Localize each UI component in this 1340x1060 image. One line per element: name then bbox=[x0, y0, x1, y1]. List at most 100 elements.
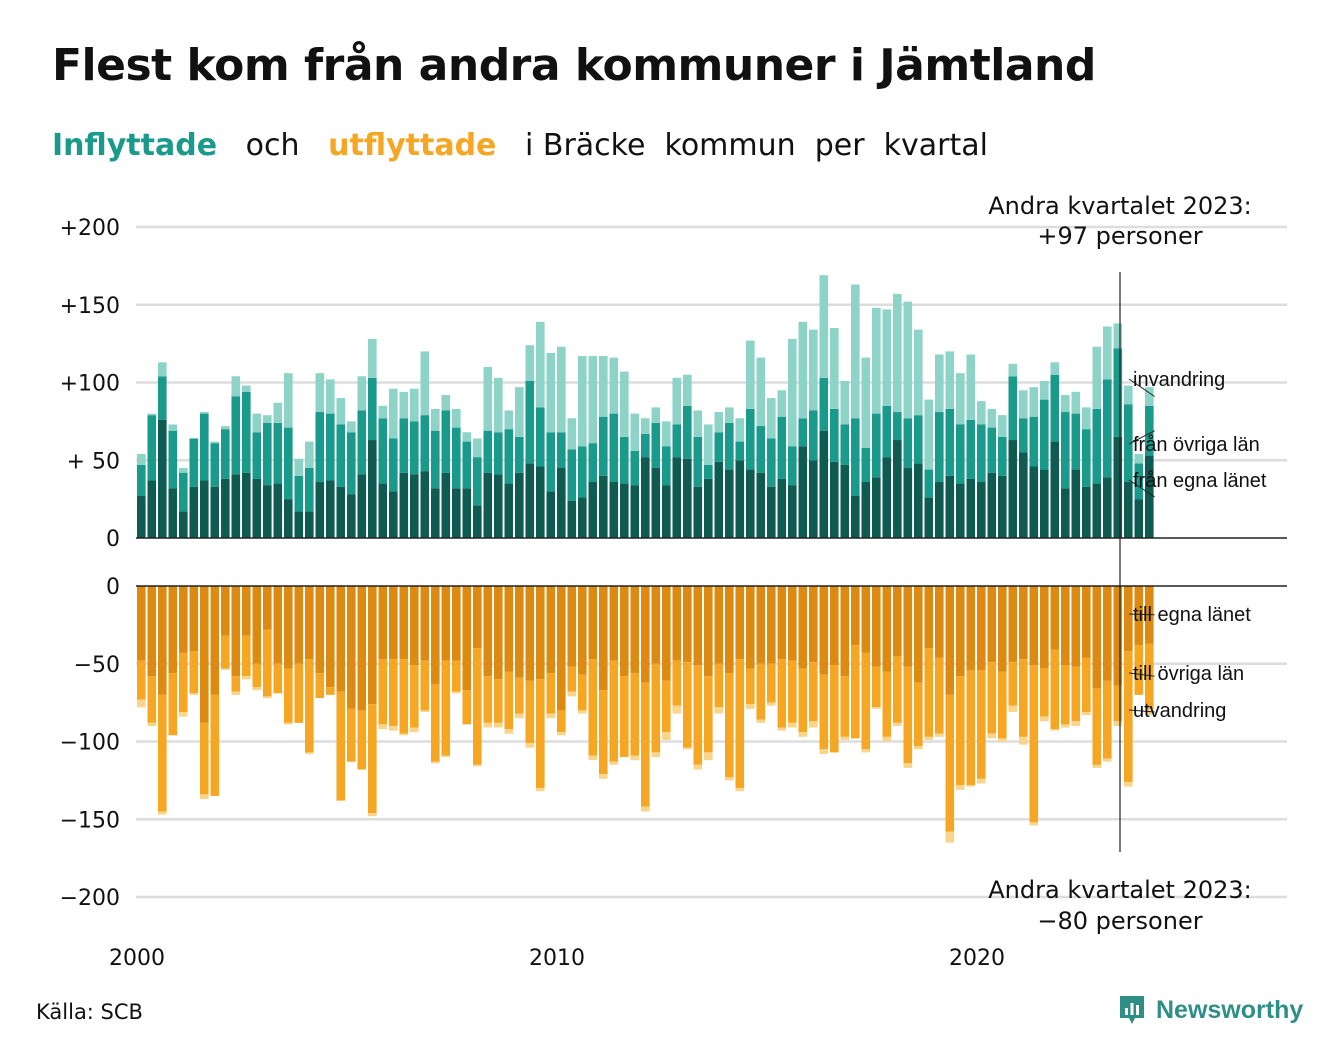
inflow-bar-segment bbox=[893, 293, 902, 413]
inflow-bar-segment bbox=[221, 426, 230, 430]
outflow-bar-segment bbox=[200, 722, 209, 795]
inflow-bar-segment bbox=[336, 424, 346, 487]
outflow-bar-segment bbox=[945, 694, 955, 832]
inflow-bar-segment bbox=[483, 472, 493, 538]
outflow-bar-segment bbox=[284, 668, 293, 723]
outflow-bar-segment bbox=[1008, 705, 1018, 712]
outflow-bar-segment bbox=[1071, 586, 1081, 667]
inflow-bar-segment bbox=[557, 346, 566, 433]
inflow-bar-segment bbox=[473, 505, 482, 538]
inflow-bar-segment bbox=[1103, 379, 1112, 478]
outflow-bar-segment bbox=[1061, 586, 1070, 666]
outflow-bar-segment bbox=[158, 811, 167, 815]
outflow-bar-segment bbox=[819, 749, 829, 754]
inflow-bar-segment bbox=[326, 413, 335, 481]
outflow-bar-segment bbox=[1124, 586, 1133, 652]
outflow-bar-segment bbox=[798, 668, 808, 733]
inflow-bar-segment bbox=[777, 390, 787, 417]
inflow-bar-segment bbox=[1134, 454, 1144, 464]
outflow-bar-segment bbox=[872, 586, 881, 667]
inflow-bar-segment bbox=[326, 480, 335, 538]
inflow-bar-segment bbox=[557, 468, 566, 538]
outflow-bar-segment bbox=[956, 676, 965, 786]
inflow-bar-segment bbox=[242, 472, 251, 538]
outflow-bar-segment bbox=[987, 586, 997, 663]
inflow-bar-segment bbox=[882, 309, 892, 406]
inflow-bar-segment bbox=[704, 424, 713, 465]
outflow-bar-segment bbox=[357, 586, 367, 711]
outflow-bar-segment bbox=[546, 673, 556, 714]
outflow-bar-segment bbox=[525, 586, 535, 681]
inflow-bar-segment bbox=[294, 475, 304, 512]
inflow-bar-segment bbox=[378, 405, 388, 419]
outflow-bar-segment bbox=[200, 586, 209, 723]
outflow-bar-segment bbox=[756, 719, 766, 723]
inflow-bar-segment bbox=[389, 388, 398, 439]
inflow-bar-segment bbox=[179, 468, 188, 473]
y-tick-label: +200 bbox=[60, 216, 120, 241]
inflow-bar-segment bbox=[158, 419, 167, 538]
inflow-bar-segment bbox=[609, 413, 619, 483]
inflow-bar-segment bbox=[788, 338, 797, 447]
outflow-bar-segment bbox=[284, 586, 293, 669]
outflow-bar-segment bbox=[609, 761, 619, 765]
inflow-bar-segment bbox=[777, 416, 787, 479]
y-tick-label: −200 bbox=[60, 886, 120, 911]
outflow-bar-segment bbox=[231, 586, 241, 677]
inflow-bar-segment bbox=[1050, 441, 1060, 538]
inflow-bar-segment bbox=[735, 441, 745, 461]
outflow-bar-segment bbox=[693, 586, 703, 666]
inflow-bar-segment bbox=[567, 418, 577, 450]
outflow-bar-segment bbox=[987, 662, 997, 734]
inflow-bar-segment bbox=[756, 357, 766, 427]
inflow-bar-segment bbox=[357, 376, 367, 411]
segment-label-in-0: från egna länet bbox=[1133, 470, 1267, 492]
outflow-bar-segment bbox=[452, 691, 461, 694]
outflow-bar-segment bbox=[735, 788, 745, 792]
inflow-bar-segment bbox=[651, 407, 661, 423]
inflow-bar-segment bbox=[1113, 348, 1123, 437]
outflow-bar-segment bbox=[1113, 685, 1123, 722]
inflow-bar-segment bbox=[368, 377, 377, 441]
inflow-bar-segment bbox=[1082, 486, 1091, 538]
inflow-bar-segment bbox=[378, 483, 388, 538]
inflow-bar-segment bbox=[840, 424, 850, 465]
outflow-bar-segment bbox=[494, 722, 503, 728]
inflow-bar-segment bbox=[840, 380, 850, 425]
inflow-bar-segment bbox=[956, 424, 965, 484]
inflow-bar-segment bbox=[1134, 463, 1144, 500]
outflow-bar-segment bbox=[809, 662, 818, 722]
inflow-bars bbox=[137, 275, 1154, 538]
inflow-bar-segment bbox=[924, 399, 934, 470]
outflow-bar-segment bbox=[746, 704, 755, 709]
y-tick-label: + 50 bbox=[67, 449, 120, 474]
outflow-bar-segment bbox=[504, 671, 514, 730]
inflow-bar-segment bbox=[903, 418, 913, 469]
outflow-bar-segment bbox=[662, 680, 671, 733]
inflow-bar-segment bbox=[851, 284, 860, 419]
inflow-bar-segment bbox=[620, 483, 629, 538]
inflow-bar-segment bbox=[714, 432, 724, 462]
inflow-bar-segment bbox=[263, 422, 272, 486]
outflow-bar-segment bbox=[1061, 665, 1070, 725]
outflow-bar-segment bbox=[347, 708, 356, 762]
outflow-bar-segment bbox=[473, 586, 482, 649]
inflow-bar-segment bbox=[1071, 469, 1081, 538]
inflow-bar-segment bbox=[903, 301, 913, 419]
outflow-bar-segment bbox=[1134, 586, 1144, 646]
outflow-bar-segment bbox=[536, 586, 545, 680]
outflow-bar-segment bbox=[672, 705, 682, 714]
outflow-bar-segment bbox=[683, 662, 692, 748]
outflow-bars bbox=[137, 586, 1154, 843]
outflow-bar-segment bbox=[210, 586, 220, 695]
inflow-bar-segment bbox=[389, 491, 398, 538]
inflow-bar-segment bbox=[494, 432, 503, 475]
inflow-bar-segment bbox=[546, 432, 556, 492]
inflow-bar-segment bbox=[179, 472, 188, 512]
inflow-bar-segment bbox=[231, 474, 241, 538]
inflow-bar-segment bbox=[147, 415, 157, 481]
inflow-bar-segment bbox=[630, 485, 640, 538]
segment-label-out-0-leader bbox=[1128, 613, 1155, 616]
bottom-annotation-line2: −80 personer bbox=[1037, 907, 1202, 935]
